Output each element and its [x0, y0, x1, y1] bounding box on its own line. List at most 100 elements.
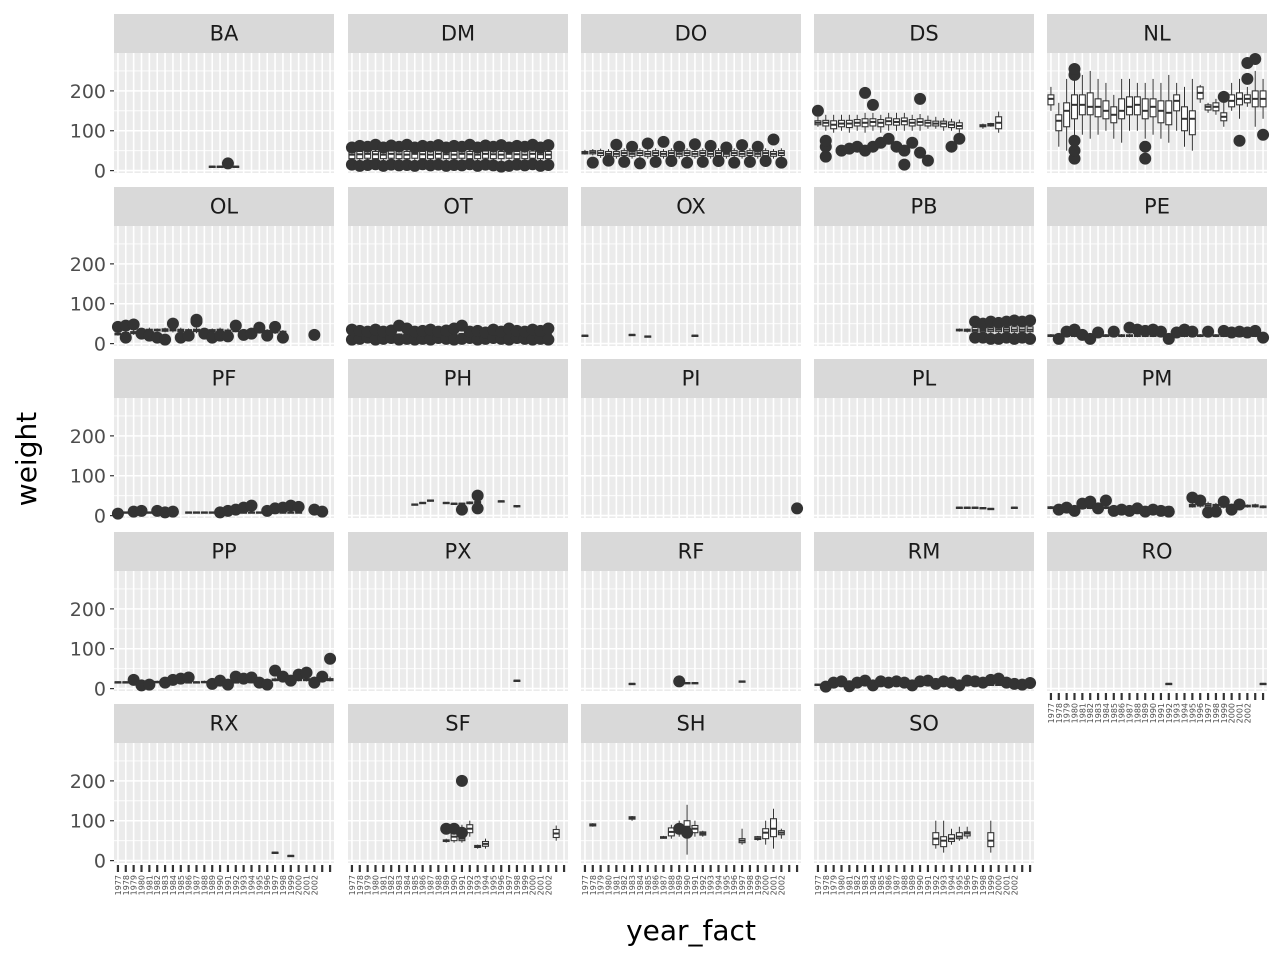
- x-tick-label: 1999: [1220, 703, 1229, 723]
- x-tick-label: 1995: [955, 875, 964, 895]
- outlier-point: [898, 144, 911, 157]
- x-tick-label: 1986: [1118, 703, 1127, 723]
- x-tick-label: 1995: [489, 875, 498, 895]
- box-2003: [1251, 503, 1259, 508]
- outlier-point: [586, 156, 599, 169]
- panel-background: [114, 398, 334, 518]
- x-tick-label: 1980: [605, 875, 614, 895]
- outlier-point: [542, 159, 555, 172]
- box-1985: [1110, 94, 1118, 139]
- outlier-point: [182, 329, 195, 342]
- x-tick-label: 1991: [691, 875, 700, 895]
- y-tick-label: 0: [94, 851, 106, 873]
- x-tick-label: 1992: [1165, 703, 1174, 723]
- x-tick-label: 1990: [216, 875, 225, 895]
- x-tick-label: 1981: [1078, 703, 1087, 723]
- x-tick-label: 1979: [830, 875, 839, 895]
- x-tick-label: 1999: [754, 875, 763, 895]
- x-tick-label: 2000: [762, 875, 771, 895]
- box-1989: [442, 501, 450, 505]
- strip-label: PL: [912, 367, 937, 391]
- x-tick-label: 1980: [838, 875, 847, 895]
- outlier-point: [882, 132, 895, 145]
- box-1986: [1118, 334, 1126, 338]
- outlier-point: [1209, 505, 1222, 518]
- box-1997: [1204, 102, 1212, 113]
- x-tick-label: 2002: [1243, 703, 1252, 723]
- panel-px: PX: [348, 532, 568, 691]
- panel-dm: DM: [345, 14, 568, 173]
- x-tick-label: 1997: [505, 875, 514, 895]
- panel-background: [581, 571, 801, 691]
- outlier-point: [1139, 152, 1152, 165]
- outlier-point: [720, 141, 733, 154]
- outlier-point: [1249, 52, 1262, 65]
- strip-pe: [1047, 187, 1267, 226]
- outlier-point: [143, 678, 156, 691]
- box-1987: [893, 112, 900, 131]
- box-2002: [1243, 86, 1251, 107]
- x-tick-label: 1977: [581, 875, 590, 895]
- box-1992: [466, 820, 474, 837]
- box-1989: [208, 165, 216, 168]
- box-1996: [963, 826, 971, 839]
- x-tick-label: 1981: [145, 875, 154, 895]
- strip-pp: [114, 532, 334, 571]
- outlier-point: [673, 140, 686, 153]
- box-1977: [581, 149, 589, 155]
- x-tick-label: 1980: [138, 875, 147, 895]
- x-tick-label: 1996: [963, 875, 972, 895]
- x-tick-label: 1989: [208, 875, 217, 895]
- panel-ox: OX: [581, 187, 801, 346]
- box-1985: [877, 114, 885, 133]
- strip-ol: [114, 187, 334, 226]
- box-1998: [513, 679, 521, 682]
- outlier-point: [743, 155, 756, 168]
- x-axes: 1977197819791980198119821983198419851986…: [114, 693, 1265, 895]
- box-1992: [699, 830, 707, 837]
- outlier-point: [696, 155, 709, 168]
- x-tick-label: 1983: [861, 875, 870, 895]
- outlier-point: [681, 826, 694, 839]
- outlier-point: [953, 132, 966, 145]
- box-1987: [660, 835, 667, 839]
- outlier-point: [190, 313, 203, 326]
- x-tick-label: 1994: [948, 875, 957, 895]
- strip-label: DS: [909, 22, 939, 46]
- x-tick-label: 1978: [122, 875, 131, 895]
- strip-ro: [1047, 532, 1267, 571]
- x-tick-label: 1978: [1055, 703, 1064, 723]
- x-tick-label: 2000: [995, 875, 1004, 895]
- box-2004: [1259, 505, 1267, 509]
- panel-rf: RF: [581, 532, 801, 691]
- outlier-point: [610, 138, 623, 151]
- x-tick-label: 1984: [869, 875, 878, 895]
- box-1997: [738, 680, 746, 683]
- x-tick-label: 1994: [248, 875, 257, 895]
- box-1978: [122, 681, 130, 684]
- x-tick-label: 1985: [877, 875, 886, 895]
- x-tick-label: 1977: [814, 875, 823, 895]
- box-1997: [738, 828, 746, 845]
- outlier-point: [455, 774, 468, 787]
- x-tick-label: 1987: [1126, 703, 1135, 723]
- box-2002: [777, 828, 785, 839]
- y-tick-label: 100: [70, 294, 106, 316]
- x-tick-label: 1986: [885, 875, 894, 895]
- outlier-point: [618, 155, 631, 168]
- panel-background: [814, 743, 1034, 863]
- box-1986: [1118, 78, 1126, 143]
- box-1992: [932, 820, 940, 849]
- strip-label: PP: [211, 540, 236, 564]
- box-1995: [955, 119, 963, 133]
- box-iqr: [1173, 94, 1181, 112]
- outlier-point: [1139, 140, 1152, 153]
- box-1983: [628, 815, 636, 821]
- outlier-point: [859, 86, 872, 99]
- x-tick-label: 1978: [356, 875, 365, 895]
- x-tick-label: 1987: [427, 875, 436, 895]
- box-1995: [955, 328, 963, 332]
- outlier-point: [261, 329, 274, 342]
- box-1984: [1102, 82, 1110, 131]
